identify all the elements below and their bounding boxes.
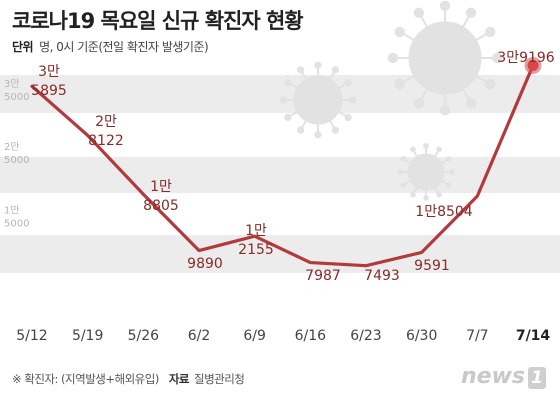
data-label: 1만8504 — [415, 204, 473, 220]
y-axis-ticks: 3만 5000 2만 5000 1만 5000 — [4, 78, 29, 229]
grid-band — [0, 75, 560, 113]
virus-icon — [397, 143, 455, 201]
virus-decoration — [279, 0, 503, 201]
x-tick-label: 5/19 — [72, 328, 103, 344]
data-label: 9591 — [414, 258, 450, 274]
data-label: 1만 2155 — [238, 223, 274, 258]
data-label: 7493 — [364, 268, 400, 284]
data-label: 1만 8805 — [143, 179, 179, 214]
x-tick-label: 7/7 — [466, 328, 489, 344]
y-tick-label: 5000 — [4, 155, 29, 166]
series-line — [30, 63, 535, 268]
data-label: 2만 8122 — [88, 114, 124, 149]
source-key: 자료 — [168, 372, 190, 386]
source-name: 질병관리청 — [193, 372, 245, 386]
data-label: 3만9196 — [497, 50, 555, 66]
unit-note: 단위 명, 0시 기준(전일 확진자 발생기준) — [12, 38, 209, 55]
y-tick-label: 3만 — [4, 78, 20, 90]
x-tick-label: 7/14 — [516, 328, 551, 344]
page-title: 코로나19 목요일 신규 확진자 현황 — [12, 9, 304, 33]
series-layer — [30, 56, 542, 268]
unit-text: 명, 0시 기준(전일 확진자 발생기준) — [39, 40, 209, 54]
logo-text: news — [460, 364, 525, 389]
y-tick-label: 1만 — [4, 204, 20, 216]
footer: ※ 확진자: (지역발생+해외유입) 자료 질병관리청 — [12, 371, 245, 387]
y-tick-label: 5000 — [4, 92, 29, 103]
last-point-marker — [527, 59, 539, 71]
virus-icon — [387, 0, 503, 116]
y-tick-label: 5000 — [4, 218, 29, 229]
x-tick-label: 6/30 — [406, 328, 437, 344]
y-tick-label: 2만 — [4, 141, 20, 153]
data-label: 7987 — [305, 268, 341, 284]
unit-key: 단위 — [12, 40, 34, 54]
virus-icon — [279, 61, 357, 139]
x-tick-label: 5/12 — [16, 328, 47, 344]
x-tick-label: 5/26 — [128, 328, 160, 344]
x-tick-label: 6/16 — [295, 328, 327, 344]
x-tick-label: 6/23 — [350, 328, 381, 344]
footer-note: ※ 확진자: (지역발생+해외유입) — [12, 372, 159, 386]
x-tick-label: 6/2 — [188, 328, 211, 344]
data-label: 3만 5895 — [31, 64, 67, 99]
grid-band — [0, 157, 560, 193]
data-labels: 3만 5895 2만 8122 1만 8805 9890 1만 2155 7987 7493 9591… — [31, 50, 555, 284]
grid-band — [0, 235, 560, 273]
x-axis: 5/12 5/19 5/26 6/2 6/9 6/16 6/23 6/30 7/7 7/14 — [16, 328, 550, 344]
x-tick-label: 6/9 — [243, 328, 266, 344]
news1-logo: news 1 — [461, 364, 546, 389]
data-label: 9890 — [187, 256, 223, 272]
logo-mark: 1 — [528, 367, 546, 389]
